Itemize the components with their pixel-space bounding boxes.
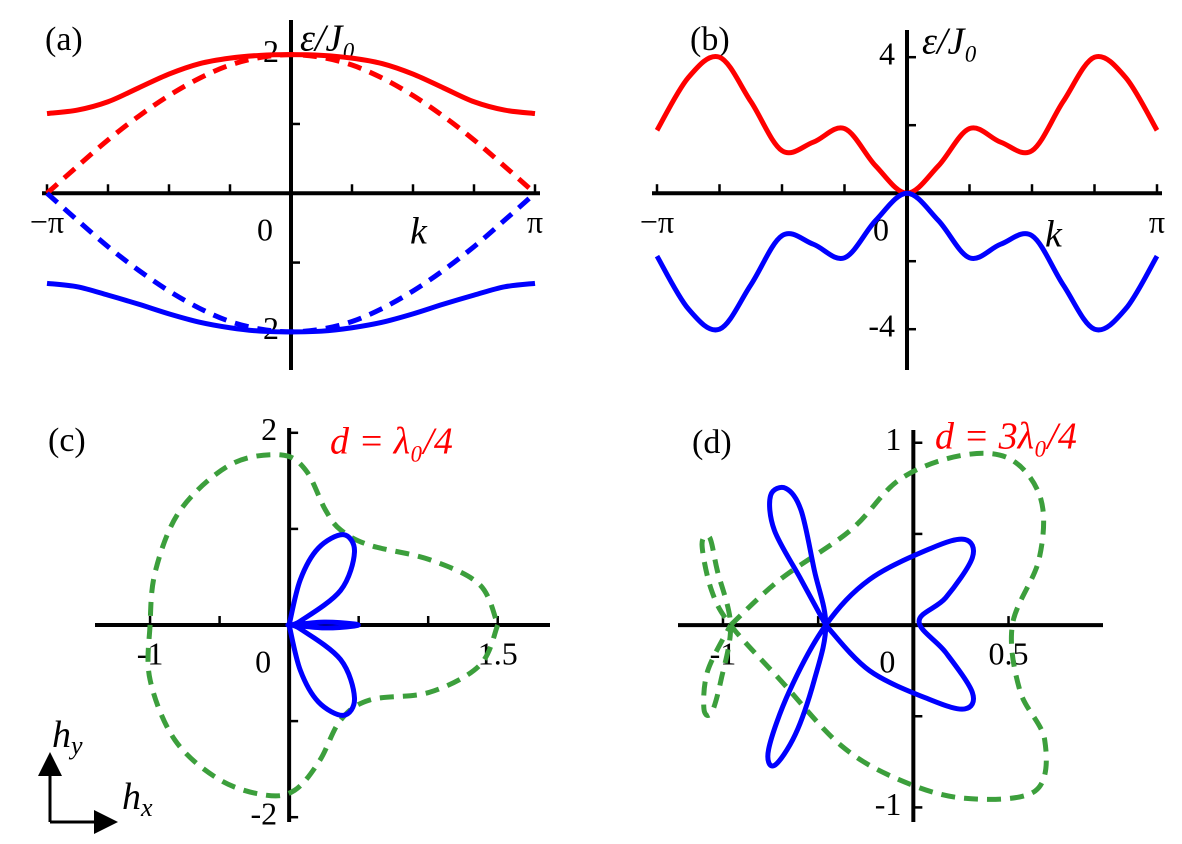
series-line — [699, 450, 1049, 802]
y-tick-label: 1 — [885, 421, 901, 457]
x-tick-label: 1.5 — [478, 635, 518, 671]
x-tick-label: 0.5 — [989, 635, 1029, 671]
series-line — [765, 484, 976, 769]
y-axis-label: ε/J₀ — [922, 21, 978, 63]
series-line — [45, 52, 537, 196]
y-tick-label: -1 — [875, 786, 902, 822]
x-tick-label: 0 — [879, 643, 895, 679]
series-line — [654, 190, 1160, 333]
y-tick-label: 4 — [879, 36, 895, 72]
y-tick-label: -2 — [250, 796, 277, 832]
panel-label: (a) — [45, 21, 83, 58]
hy-main: h — [52, 714, 71, 756]
series-line — [45, 191, 537, 335]
y-tick-label: -4 — [868, 308, 895, 344]
x-tick-label: π — [527, 204, 543, 240]
series-line — [285, 532, 361, 718]
x-tick-label: 0 — [255, 643, 271, 679]
panel-label: (c) — [48, 422, 86, 459]
hx-sub: x — [140, 793, 153, 822]
x-axis-label: k — [1045, 214, 1063, 256]
panel-label: (d) — [692, 424, 732, 461]
annotation: d = 3λ₀/4 — [935, 416, 1077, 458]
annotation: d = λ₀/4 — [330, 421, 453, 463]
x-tick-label: −π — [30, 204, 64, 240]
x-tick-label: −π — [640, 204, 674, 240]
x-tick-label: π — [1149, 204, 1165, 240]
x-tick-label: 0 — [257, 212, 273, 248]
hy-sub: y — [68, 731, 83, 760]
hx-main: h — [122, 776, 141, 818]
y-tick-label: 2 — [261, 411, 277, 447]
x-axis-label: k — [410, 211, 428, 253]
hy-label: hy — [52, 714, 83, 760]
panel-label: (b) — [690, 21, 730, 58]
y-tick-label: 2 — [263, 33, 279, 69]
hx-label: hx — [122, 776, 153, 822]
